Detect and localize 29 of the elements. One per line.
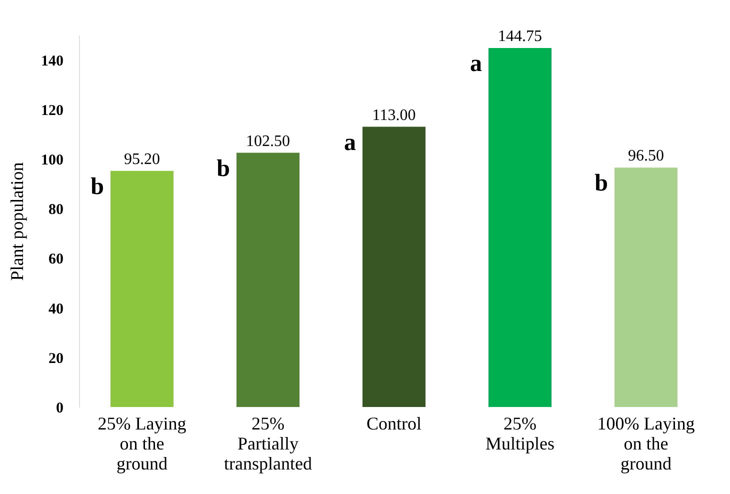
bar [110,170,174,407]
data-label: 102.50 [246,132,290,150]
y-tick-label: 60 [48,252,64,268]
annotation: b [90,174,104,200]
y-tick-label: 0 [56,400,64,416]
y-tick-label: 100 [41,152,64,168]
data-label: 95.20 [124,150,160,168]
x-tick-label: 100% Laying on the ground [597,414,695,474]
y-axis-title: Plant population [7,162,27,281]
bar [614,168,678,407]
annotation: a [470,51,482,78]
y-tick-label: 40 [48,301,64,318]
data-label: 144.75 [498,28,542,46]
y-tick-label: 140 [41,53,64,70]
annotation: a [344,130,356,156]
data-label: 96.50 [628,148,664,165]
annotation: b [216,156,230,182]
y-tick-label: 120 [41,102,64,119]
x-tick-label: 25% Partially transplanted [224,414,312,474]
y-tick-label: 80 [48,202,64,218]
bar [362,126,426,407]
y-tick-label: 20 [48,350,64,367]
bar [236,152,300,407]
bar [488,48,552,407]
x-tick-label: Control [366,414,422,434]
annotation: b [594,170,608,197]
data-label: 113.00 [372,106,416,124]
x-tick-label: 25% Multiples [485,414,555,454]
x-tick-label: 25% Laying on the ground [98,414,186,474]
